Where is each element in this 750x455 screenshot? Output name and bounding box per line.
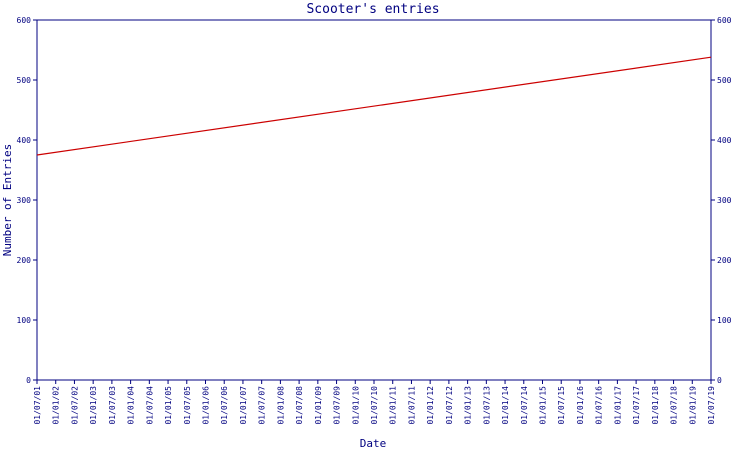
x-tick-label: 01/01/17	[613, 386, 622, 425]
y-tick-label-right: 600	[717, 16, 732, 25]
x-tick-label: 01/07/06	[220, 386, 229, 425]
x-tick-label: 01/01/08	[276, 386, 285, 425]
x-tick-label: 01/01/12	[426, 386, 435, 425]
y-tick-label-right: 500	[717, 76, 732, 85]
y-tick-label-right: 100	[717, 316, 732, 325]
x-tick-label: 01/07/07	[258, 386, 267, 425]
x-tick-label: 01/07/05	[183, 386, 192, 425]
x-tick-label: 01/01/11	[389, 386, 398, 425]
x-tick-label: 01/07/18	[670, 386, 679, 425]
x-tick-label: 01/01/15	[539, 386, 548, 425]
y-tick-label-left: 600	[17, 16, 32, 25]
x-tick-label: 01/01/07	[239, 386, 248, 425]
x-tick-label: 01/07/19	[707, 386, 716, 425]
y-tick-label-right: 0	[717, 376, 722, 385]
x-tick-label: 01/01/18	[651, 386, 660, 425]
x-tick-label: 01/01/04	[127, 386, 136, 425]
x-tick-label: 01/07/11	[407, 386, 416, 425]
x-tick-label: 01/07/04	[145, 386, 154, 425]
series-line	[36, 56, 712, 156]
y-axis-label: Number of Entries	[1, 144, 14, 257]
x-tick-label: 01/01/19	[688, 386, 697, 425]
x-tick-label: 01/01/10	[351, 386, 360, 425]
x-tick-label: 01/07/13	[482, 386, 491, 425]
plot-frame	[36, 19, 712, 381]
x-tick-label: 01/01/03	[89, 386, 98, 425]
y-tick-label-left: 400	[17, 136, 32, 145]
x-tick-label: 01/07/12	[445, 386, 454, 425]
x-tick-label: 01/07/01	[33, 386, 42, 425]
x-tick-label: 01/01/06	[202, 386, 211, 425]
x-tick-label: 01/07/02	[70, 386, 79, 425]
y-tick-label-left: 300	[17, 196, 32, 205]
x-tick-label: 01/07/17	[632, 386, 641, 425]
y-tick-label-left: 200	[17, 256, 32, 265]
x-axis-label: Date	[360, 437, 387, 450]
x-tick-label: 01/07/08	[295, 386, 304, 425]
plot-area: 0 0 100 100 200 200 300 300 400 400 500 500 600 600 01…	[17, 16, 732, 425]
y-tick-label-left: 100	[17, 316, 32, 325]
x-tick-label: 01/01/13	[464, 386, 473, 425]
x-tick-label: 01/01/05	[164, 386, 173, 425]
x-tick-label: 01/07/09	[333, 386, 342, 425]
y-tick-label-right: 300	[717, 196, 732, 205]
x-tick-label: 01/01/09	[314, 386, 323, 425]
y-tick-label-right: 200	[717, 256, 732, 265]
x-tick-label: 01/07/10	[370, 386, 379, 425]
x-tick-label: 01/07/15	[557, 386, 566, 425]
x-tick-label: 01/01/02	[52, 386, 61, 425]
y-tick-label-right: 400	[717, 136, 732, 145]
x-tick-label: 01/01/14	[501, 386, 510, 425]
y-tick-label-left: 0	[26, 376, 31, 385]
x-tick-label: 01/07/03	[108, 386, 117, 425]
y-tick-label-left: 500	[17, 76, 32, 85]
x-tick-label: 01/07/16	[595, 386, 604, 425]
chart-title: Scooter's entries	[306, 2, 439, 17]
x-tick-label: 01/01/16	[576, 386, 585, 425]
x-tick-label: 01/07/14	[520, 386, 529, 425]
